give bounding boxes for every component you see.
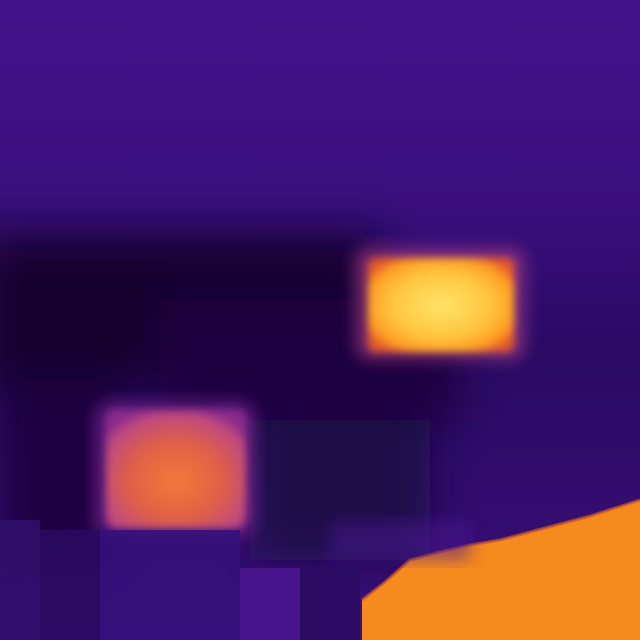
warm-window (106, 410, 246, 528)
hot-floor-edge (361, 498, 640, 602)
lower-structure (0, 520, 360, 640)
hot-window (368, 258, 514, 352)
hot-floor-area (362, 500, 640, 640)
floor-haze (330, 520, 470, 560)
